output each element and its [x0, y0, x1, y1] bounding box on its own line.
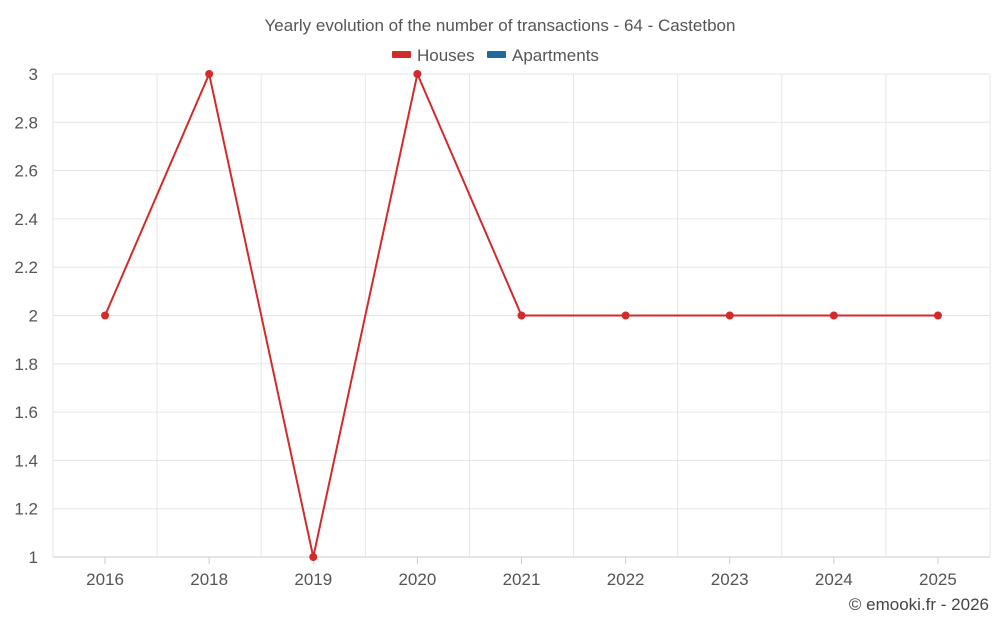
- x-tick-label: 2022: [607, 570, 645, 589]
- x-axis-ticks: 2016 2018 2019 2020 2021 2022 2023 2024 2025: [86, 557, 957, 589]
- x-tick-label: 2024: [815, 570, 853, 589]
- y-tick-label: 1.6: [14, 403, 38, 422]
- y-tick-label: 1.4: [14, 451, 38, 470]
- data-point-houses-2022[interactable]: [621, 311, 630, 320]
- legend-item-houses[interactable]: Houses: [392, 46, 475, 65]
- legend-swatch-houses: [392, 51, 411, 58]
- x-tick-label: 2023: [711, 570, 749, 589]
- legend: Houses Apartments: [392, 46, 599, 65]
- data-point-houses-2018[interactable]: [205, 70, 214, 78]
- data-point-houses-2020[interactable]: [413, 70, 422, 78]
- chart-title: Yearly evolution of the number of transa…: [265, 16, 736, 35]
- y-tick-label: 1: [29, 548, 38, 567]
- y-tick-label: 1.2: [14, 500, 38, 519]
- data-point-houses-2016[interactable]: [101, 311, 110, 320]
- data-point-houses-2019[interactable]: [309, 553, 318, 561]
- x-tick-label: 2020: [398, 570, 436, 589]
- data-point-houses-2023[interactable]: [725, 311, 734, 320]
- x-tick-label: 2018: [190, 570, 228, 589]
- data-point-houses-2021[interactable]: [517, 311, 526, 320]
- y-tick-label: 2.2: [14, 258, 38, 277]
- y-tick-label: 2.4: [14, 210, 38, 229]
- y-axis-ticks: 1 1.2 1.4 1.6 1.8 2 2.2 2.4 2.6 2.8 3: [14, 65, 38, 567]
- legend-label-houses: Houses: [417, 46, 475, 65]
- data-point-houses-2024[interactable]: [829, 311, 838, 320]
- legend-label-apartments: Apartments: [512, 46, 599, 65]
- x-tick-label: 2019: [294, 570, 332, 589]
- legend-swatch-apartments: [487, 51, 506, 58]
- y-tick-label: 2.8: [14, 113, 38, 132]
- x-tick-label: 2016: [86, 570, 124, 589]
- y-tick-label: 2: [29, 307, 38, 326]
- credit-text: © emooki.fr - 2026: [849, 595, 989, 614]
- x-tick-label: 2025: [919, 570, 957, 589]
- y-tick-label: 1.8: [14, 355, 38, 374]
- data-point-houses-2025[interactable]: [933, 311, 942, 320]
- y-tick-label: 2.6: [14, 162, 38, 181]
- x-tick-label: 2021: [503, 570, 541, 589]
- series-houses: [101, 70, 942, 561]
- y-tick-label: 3: [29, 65, 38, 84]
- legend-item-apartments[interactable]: Apartments: [487, 46, 599, 65]
